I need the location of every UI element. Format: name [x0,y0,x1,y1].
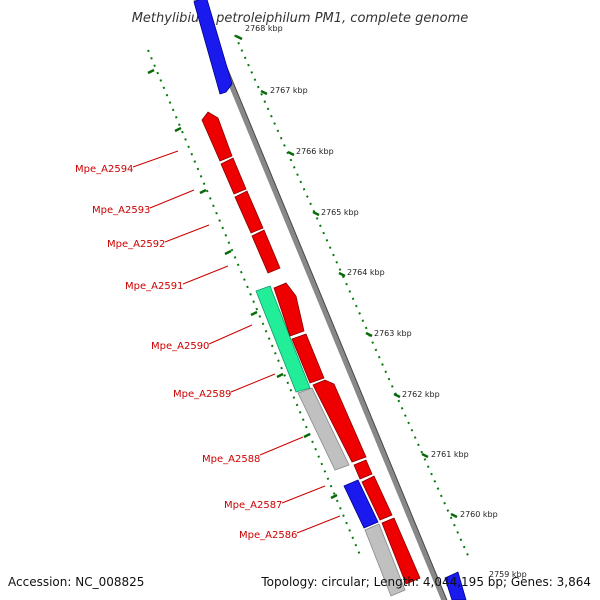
gene-right-2759[interactable] [381,517,421,585]
gene-label: Mpe_A2589 [173,389,231,400]
gene-label: Mpe_A2593 [92,205,150,216]
gene-label: Mpe_A2590 [151,341,209,352]
gene-label: Mpe_A2588 [202,454,260,465]
kbp-label: 2765 kbp [321,208,359,217]
outer-major-ticks [235,34,458,519]
gene-mpe-a2594[interactable] [201,111,233,162]
gene-mpe-a2590[interactable] [255,285,311,393]
kbp-label: 2760 kbp [460,510,498,519]
topology-text: Topology: circular; Length: 4,044,195 bp… [260,575,591,589]
kbp-label: 2763 kbp [374,329,412,338]
gene-label: Mpe_A2586 [239,530,297,541]
genome-backbone-shadow [198,0,448,600]
gene-mpe-a2592[interactable] [234,190,264,234]
gene-mpe-a2586[interactable] [364,523,406,597]
gene-mpe-a2589[interactable] [291,333,325,384]
gene-right-small[interactable] [353,459,373,480]
kbp-label: 2766 kbp [296,147,334,156]
kbp-label: 2762 kbp [402,390,440,399]
gene-right-2761[interactable] [312,379,367,463]
kbp-label: 2759 kbp [489,570,527,579]
kbp-labels: 2768 kbp 2767 kbp 2766 kbp 2765 kbp 2764… [245,24,527,579]
inner-major-ticks [147,68,338,500]
kbp-label: 2761 kbp [431,450,469,459]
accession-text: Accession: NC_008825 [8,575,144,589]
kbp-label: 2764 kbp [347,268,385,277]
gene-label: Mpe_A2592 [107,239,165,250]
gene-blue-bottom[interactable] [444,571,467,600]
gene-label: Mpe_A2591 [125,281,183,292]
right-track-genes[interactable] [273,282,467,600]
map-title: Methylibium petroleiphilum PM1, complete… [132,11,469,26]
kbp-label: 2768 kbp [245,24,283,33]
inner-tick-ruler [147,49,361,556]
genome-backbone [193,0,447,600]
kbp-label: 2767 kbp [270,86,308,95]
gene-blue-2768[interactable] [193,0,233,95]
reverse-strand-genes[interactable] [201,111,406,597]
gene-label: Mpe_A2587 [224,500,282,511]
gene-mpe-a2589-part1[interactable] [273,282,305,337]
gene-right-2760[interactable] [361,475,393,521]
gene-label: Mpe_A2594 [75,164,133,175]
gene-mpe-a2587[interactable] [343,479,379,529]
gene-mpe-a2593[interactable] [220,157,247,195]
gene-mpe-a2591[interactable] [251,229,281,274]
label-leader-lines [132,150,341,534]
gene-labels: Mpe_A2594 Mpe_A2593 Mpe_A2592 Mpe_A2591 … [75,164,297,541]
forward-strand-genes [193,0,233,95]
gene-mpe-a2588[interactable] [297,387,350,471]
